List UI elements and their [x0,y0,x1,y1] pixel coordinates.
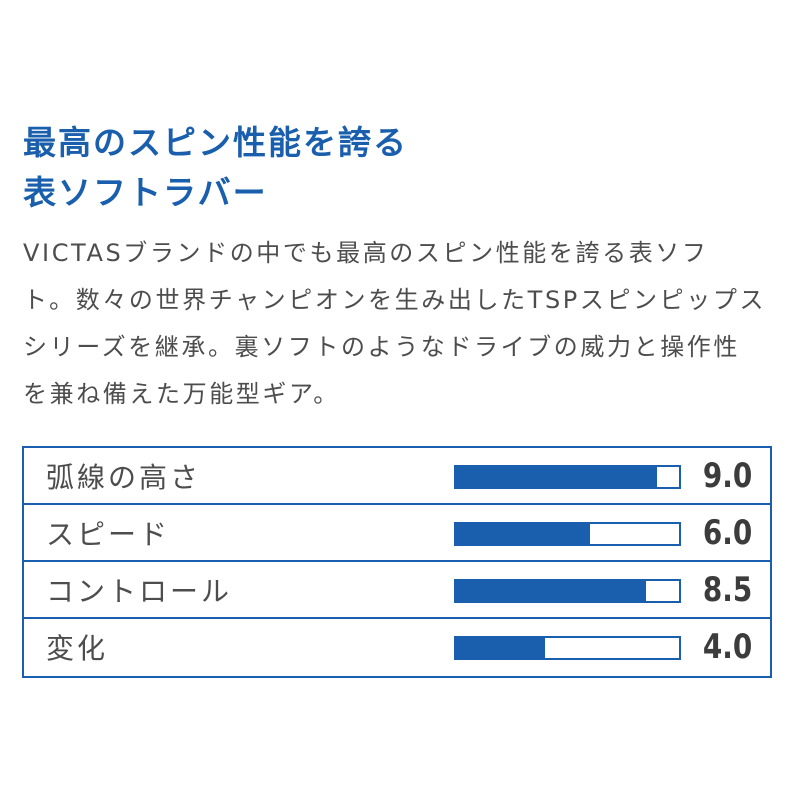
spec-bar-fill [456,524,590,544]
heading-line-1: 最高のスピン性能を誇る [23,123,408,162]
heading: 最高のスピン性能を誇る 表ソフトラバー [23,118,408,218]
spec-bar-fill [456,581,646,601]
spec-row-arc-height: 弧線の高さ 9.0 [24,448,770,505]
spec-label: コントロール [46,574,233,608]
heading-line-2: 表ソフトラバー [23,173,268,212]
spec-row-speed: スピード 6.0 [24,505,770,562]
spec-bar [454,522,681,546]
spec-bar [454,636,681,660]
spec-bar [454,579,681,603]
spec-row-variation: 変化 4.0 [24,619,770,675]
spec-value: 8.5 [702,569,752,610]
spec-table: 弧線の高さ 9.0 スピード 6.0 コントロール 8.5 変化 4.0 [22,446,772,678]
spec-value: 6.0 [702,512,752,553]
description-line: を兼ね備えた万能型ギア。 [23,380,340,408]
spec-row-control: コントロール 8.5 [24,562,770,619]
spec-label: スピード [46,517,171,551]
spec-bar-fill [456,638,546,658]
spec-label: 変化 [46,632,109,665]
spec-bar-fill [456,467,657,487]
description-line: VICTASブランドの中でも最高のスピン性能を誇る表ソフ [23,239,709,267]
spec-value: 9.0 [702,455,752,496]
description-line: ト。数々の世界チャンピオンを生み出したTSPスピンピップス [23,286,767,314]
description-line: シリーズを継承。裏ソフトのようなドライブの威力と操作性 [23,333,740,361]
spec-label: 弧線の高さ [46,460,202,494]
spec-value: 4.0 [702,627,752,667]
description: VICTASブランドの中でも最高のスピン性能を誇る表ソフ ト。数々の世界チャンピ… [23,230,783,418]
spec-bar [454,465,681,489]
